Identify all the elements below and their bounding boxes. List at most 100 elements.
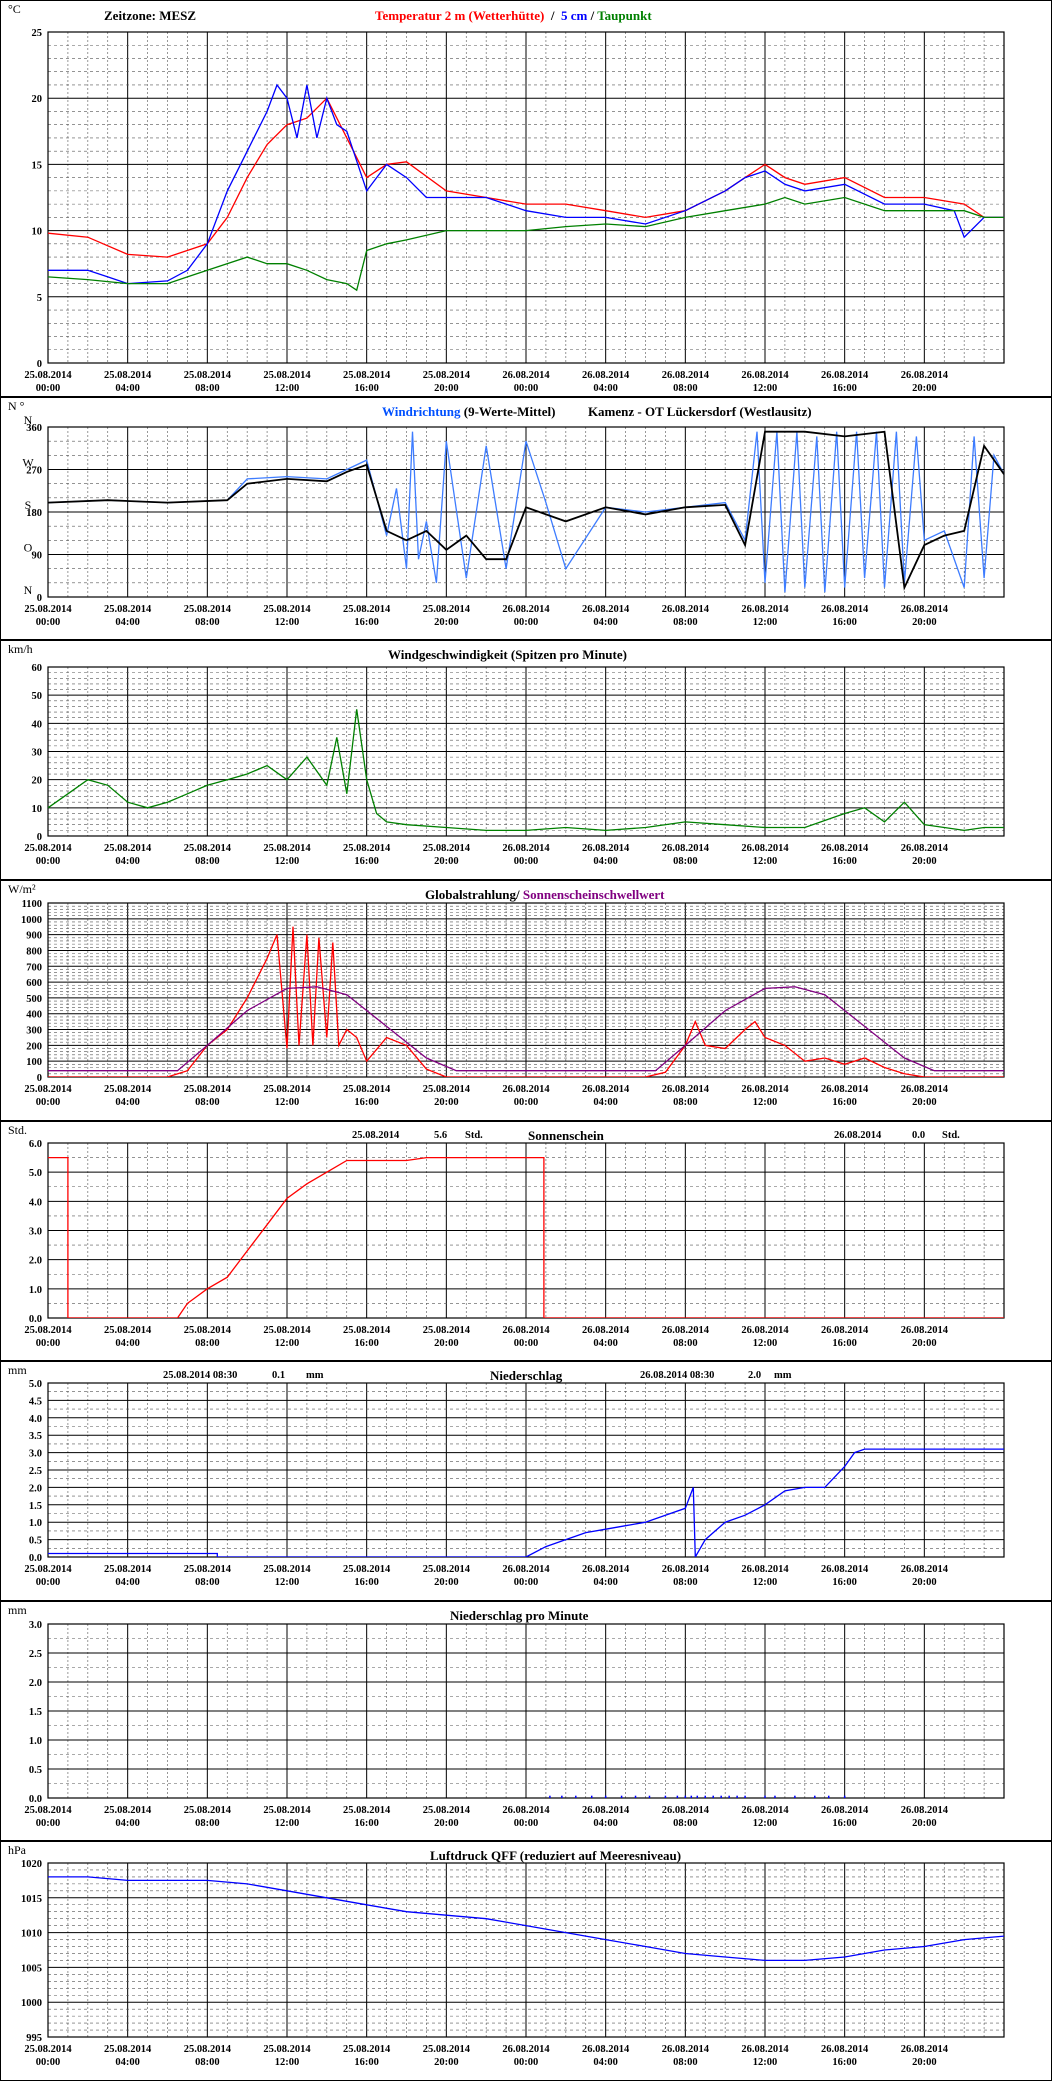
x-tick-time: 04:00 — [115, 2057, 140, 2068]
x-tick-date: 25.08.2014 — [423, 1805, 471, 1816]
x-tick-time: 16:00 — [354, 1577, 379, 1588]
direction-label: N — [24, 583, 33, 597]
title-part: / — [544, 8, 561, 23]
x-tick-time: 12:00 — [275, 1818, 300, 1829]
y-tick-label: 800 — [26, 946, 42, 957]
x-tick-date: 25.08.2014 — [423, 1084, 471, 1095]
panel-pmin: 0.0 0.5 1.0 1.5 2.0 2.5 3.0mm Niederschlag pro … — [0, 1601, 1052, 1841]
x-tick-date: 25.08.2014 — [184, 1805, 232, 1816]
series-line-windrichtung-9-werte-mittel- — [48, 430, 1004, 591]
y-tick-label: 25 — [32, 28, 43, 39]
x-tick-time: 00:00 — [36, 1818, 61, 1829]
timezone-label: Zeitzone: MESZ — [104, 8, 196, 23]
title-part: / — [515, 887, 523, 902]
x-tick-date: 26.08.2014 — [502, 1084, 550, 1095]
title-part: (9-Werte-Mittel) — [461, 404, 556, 419]
x-tick-time: 04:00 — [593, 2057, 618, 2068]
x-tick-date: 25.08.2014 — [343, 2044, 391, 2055]
y-tick-label: 20 — [32, 94, 43, 105]
x-tick-date: 26.08.2014 — [741, 1564, 789, 1575]
x-tick-time: 16:00 — [832, 856, 857, 867]
x-tick-date: 25.08.2014 — [263, 604, 311, 615]
y-tick-label: 3.0 — [29, 1620, 42, 1631]
summary-left: Std. — [465, 1130, 483, 1141]
x-tick-date: 26.08.2014 — [821, 1564, 869, 1575]
x-tick-date: 25.08.2014 — [24, 370, 72, 381]
y-tick-label: 2.0 — [29, 1678, 42, 1689]
panel-wspd: 0 10 20 30 40 50 60 km/h Windgeschwindigkeit (Sp… — [0, 640, 1052, 880]
x-tick-date: 25.08.2014 — [104, 1084, 152, 1095]
summary-left: 25.08.2014 — [352, 1130, 400, 1141]
x-tick-date: 26.08.2014 — [821, 370, 869, 381]
y-unit-label: mm — [8, 1603, 27, 1617]
x-tick-date: 26.08.2014 — [821, 2044, 869, 2055]
x-tick-time: 20:00 — [912, 1338, 937, 1349]
x-tick-date: 26.08.2014 — [582, 2044, 630, 2055]
x-tick-time: 00:00 — [36, 2057, 61, 2068]
x-tick-date: 25.08.2014 — [24, 604, 72, 615]
x-tick-date: 26.08.2014 — [741, 370, 789, 381]
x-tick-time: 16:00 — [832, 1577, 857, 1588]
direction-label: W — [22, 456, 34, 470]
x-tick-time: 08:00 — [673, 1338, 698, 1349]
x-tick-date: 26.08.2014 — [901, 370, 949, 381]
x-tick-time: 04:00 — [593, 1577, 618, 1588]
grid — [47, 1142, 1005, 1319]
x-tick-time: 20:00 — [912, 856, 937, 867]
x-tick-date: 25.08.2014 — [423, 370, 471, 381]
y-tick-label: 1.0 — [29, 1736, 42, 1747]
y-tick-label: 1.5 — [29, 1501, 42, 1512]
x-tick-date: 26.08.2014 — [741, 1805, 789, 1816]
x-tick-date: 25.08.2014 — [343, 1084, 391, 1095]
summary-right: Std. — [942, 1130, 960, 1141]
x-tick-time: 12:00 — [753, 383, 778, 394]
x-tick-date: 25.08.2014 — [343, 843, 391, 854]
chart-title: Niederschlag pro Minute — [450, 1608, 589, 1623]
series-line-niederschlag — [48, 1448, 1004, 1557]
summary-right: mm — [774, 1370, 792, 1381]
x-tick-date: 26.08.2014 — [582, 604, 630, 615]
plot-area — [47, 1623, 1005, 1799]
x-tick-time: 08:00 — [673, 1577, 698, 1588]
x-tick-time: 20:00 — [912, 1577, 937, 1588]
x-tick-time: 20:00 — [434, 1338, 459, 1349]
y-tick-label: 270 — [26, 466, 42, 477]
title-part: Sonnenschein — [528, 1128, 605, 1143]
x-tick-time: 12:00 — [275, 1338, 300, 1349]
x-tick-date: 25.08.2014 — [263, 2044, 311, 2055]
x-tick-date: 26.08.2014 — [821, 843, 869, 854]
series-line-windgeschwindigkeit — [48, 709, 1004, 832]
x-tick-time: 08:00 — [195, 1097, 220, 1108]
summary-right: 2.0 — [748, 1370, 761, 1381]
y-tick-label: 3.0 — [29, 1227, 42, 1238]
x-tick-time: 20:00 — [434, 383, 459, 394]
y-tick-label: 1100 — [22, 899, 42, 910]
y-tick-label: 1000 — [21, 915, 42, 926]
x-tick-time: 00:00 — [36, 1577, 61, 1588]
x-tick-date: 25.08.2014 — [24, 1325, 72, 1336]
x-tick-date: 25.08.2014 — [343, 370, 391, 381]
x-tick-time: 00:00 — [514, 617, 539, 628]
x-tick-date: 25.08.2014 — [343, 604, 391, 615]
x-tick-time: 08:00 — [673, 1097, 698, 1108]
x-tick-time: 20:00 — [912, 1097, 937, 1108]
chart-title: Temperatur 2 m (Wetterhütte) / 5 cm / Ta… — [375, 8, 652, 23]
x-tick-time: 12:00 — [753, 1338, 778, 1349]
x-tick-time: 16:00 — [354, 2057, 379, 2068]
x-tick-time: 16:00 — [354, 856, 379, 867]
x-tick-date: 25.08.2014 — [184, 1325, 232, 1336]
x-tick-time: 16:00 — [832, 1818, 857, 1829]
x-tick-date: 25.08.2014 — [184, 2044, 232, 2055]
summary-left: mm — [306, 1370, 324, 1381]
x-tick-date: 26.08.2014 — [901, 843, 949, 854]
x-tick-date: 25.08.2014 — [184, 370, 232, 381]
x-tick-date: 26.08.2014 — [741, 2044, 789, 2055]
plot-area — [47, 666, 1005, 837]
y-tick-label: 1010 — [21, 1929, 42, 1940]
x-tick-time: 12:00 — [275, 856, 300, 867]
x-tick-time: 04:00 — [115, 1818, 140, 1829]
y-tick-label: 900 — [26, 931, 42, 942]
x-tick-date: 25.08.2014 — [423, 843, 471, 854]
grid — [47, 1382, 1005, 1558]
x-tick-date: 26.08.2014 — [901, 2044, 949, 2055]
